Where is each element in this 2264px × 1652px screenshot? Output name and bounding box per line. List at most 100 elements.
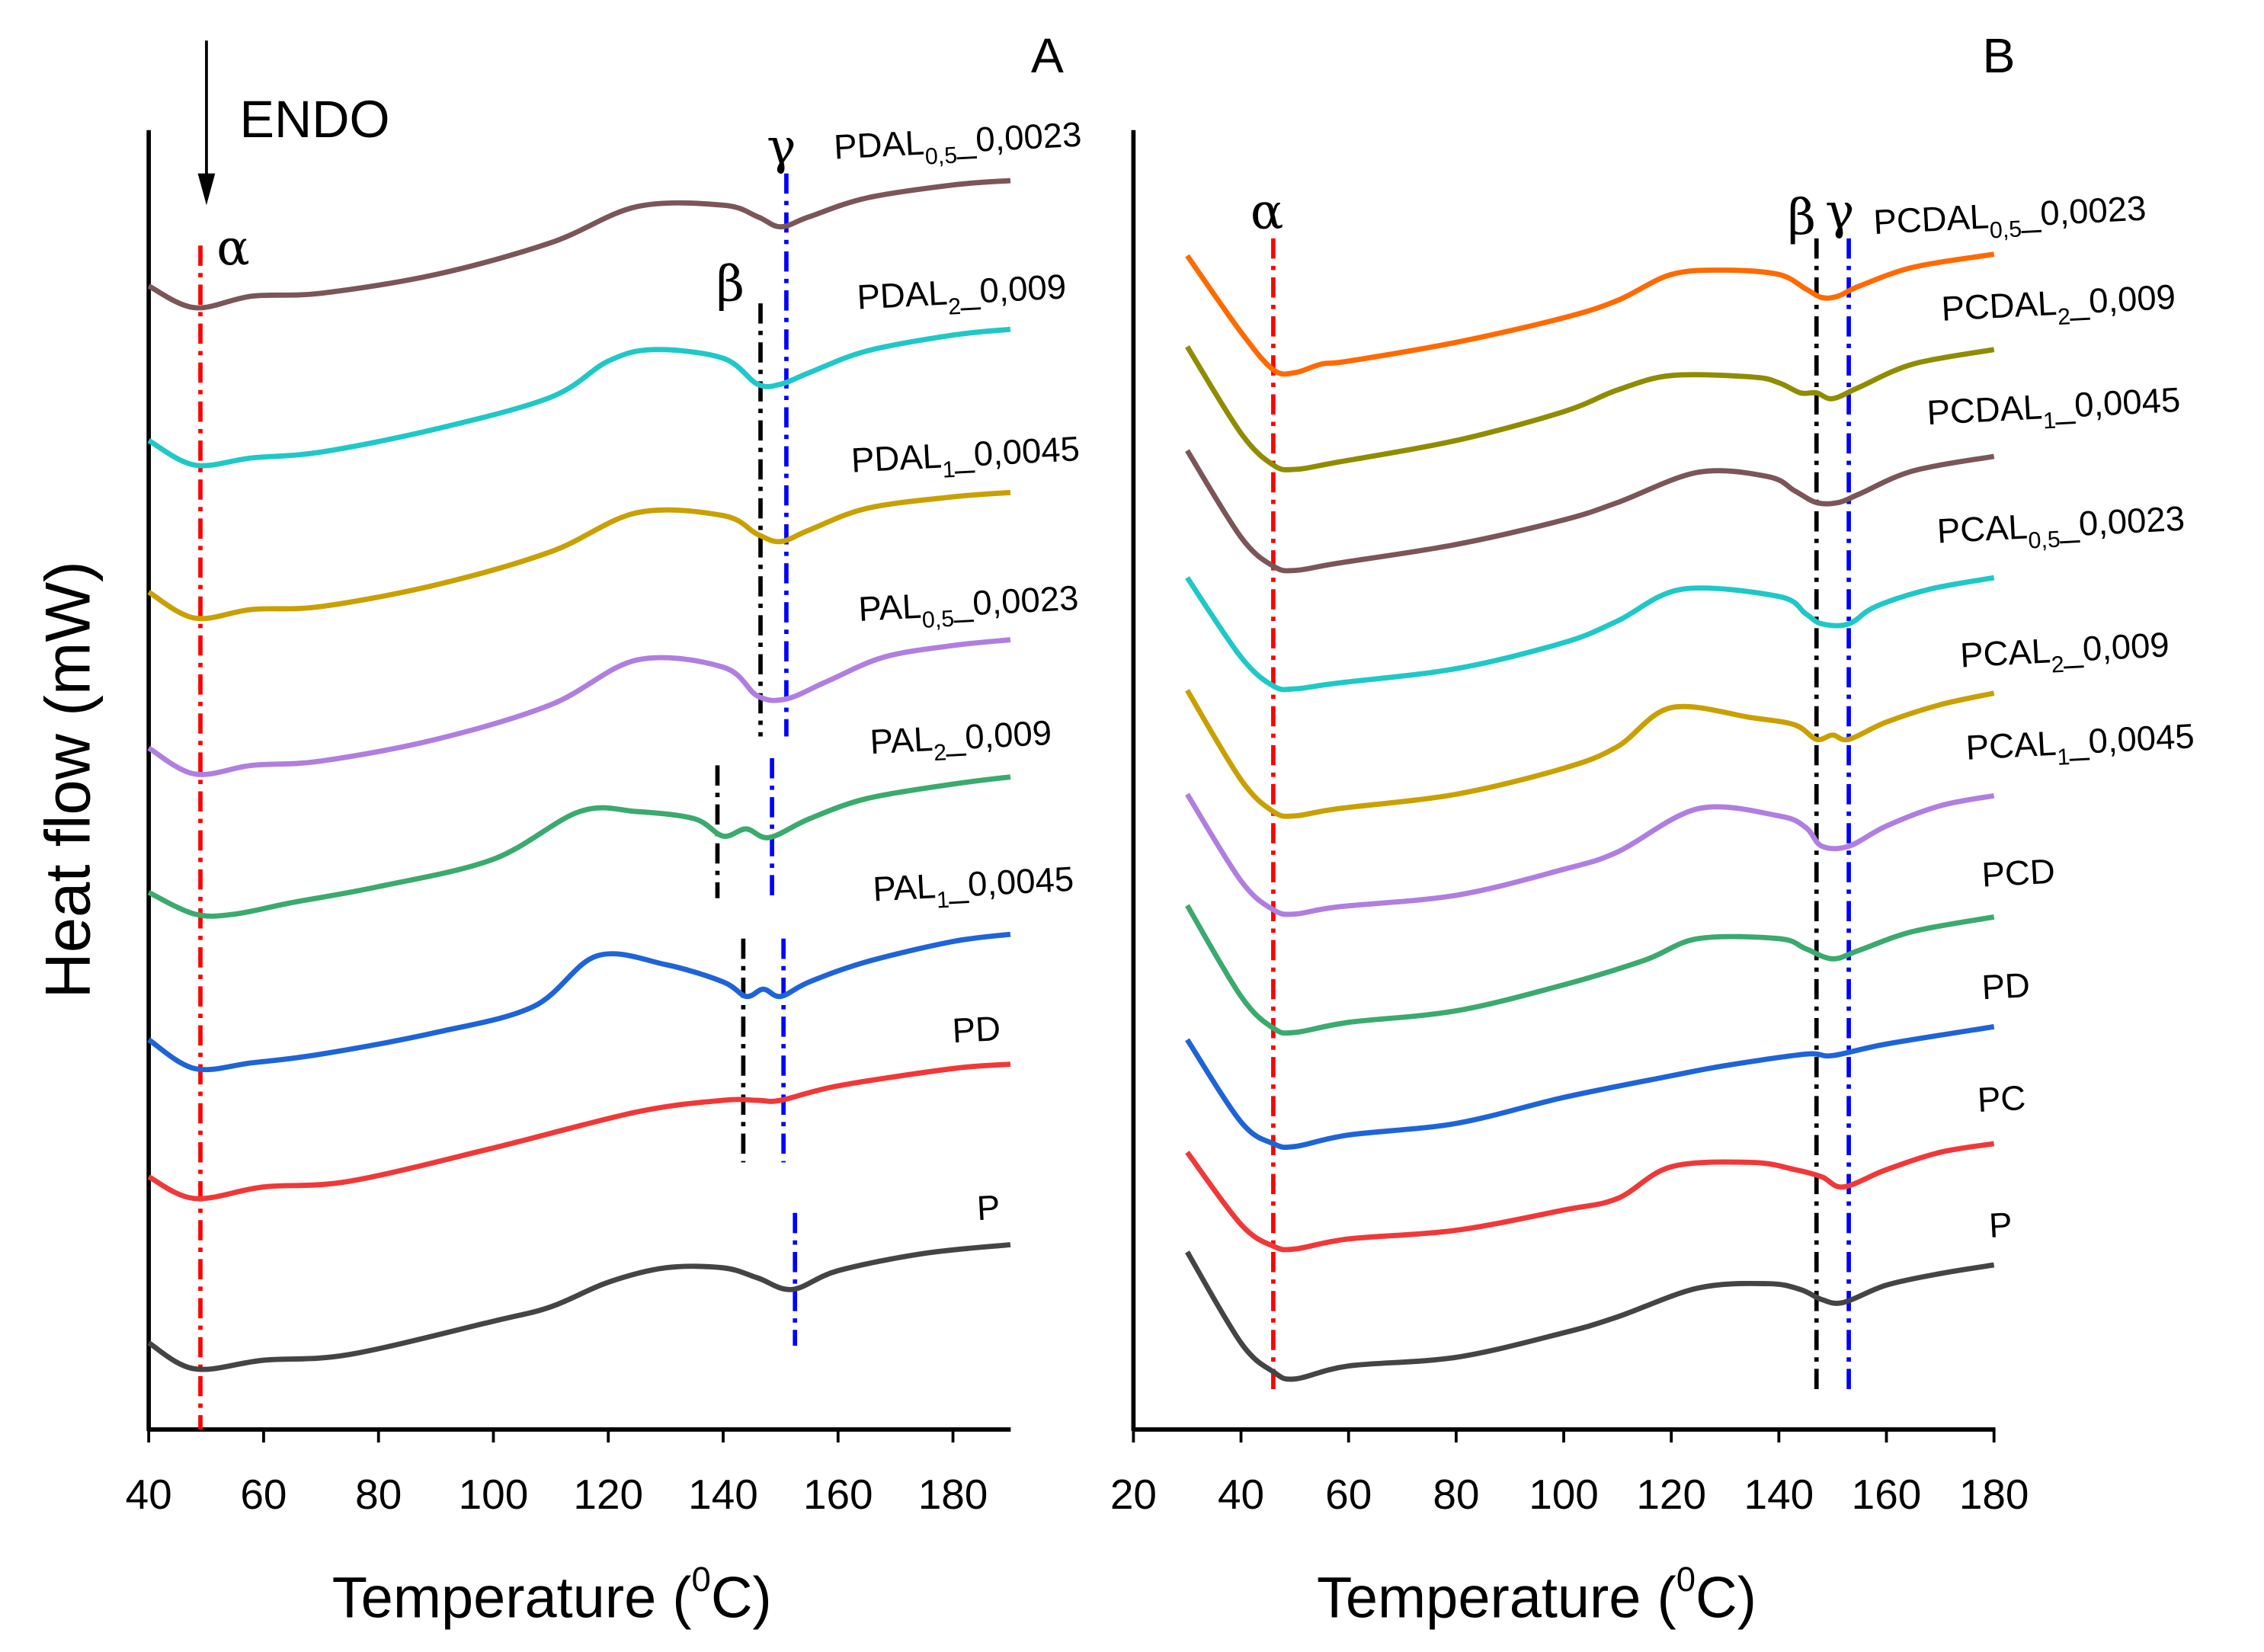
- series-label-concentration: _0,0045: [953, 429, 1081, 475]
- series-label-b-3: PCAL0,5_0,0023: [1936, 499, 2186, 559]
- x-tick-label: 80: [355, 1471, 402, 1518]
- series-line-b-8: [1185, 1141, 1995, 1253]
- series-line-b-3: [1185, 575, 1995, 693]
- series-label-a-7: P: [976, 1188, 1001, 1228]
- series-line-b-1: [1185, 345, 1995, 472]
- series-label-a-0: PDAL0,5_0,0023: [833, 115, 1083, 174]
- x-title-a-text: Temperature (: [332, 1565, 692, 1630]
- series-label-name: PDAL: [833, 123, 925, 166]
- series-line-a-2: [147, 489, 1011, 622]
- x-axis-title-b: Temperature (0C): [1317, 1560, 1756, 1630]
- gamma-label-a: γ: [767, 118, 796, 175]
- series-line-b-7: [1185, 1024, 1995, 1151]
- series-label-subscript: 2: [947, 294, 962, 320]
- x-tick-label: 100: [1529, 1471, 1599, 1518]
- series-label-concentration: _0,0023: [2057, 499, 2186, 545]
- x-tick-label: 20: [1110, 1471, 1157, 1518]
- series-label-name: PDAL: [856, 274, 948, 317]
- x-tick-label: 100: [459, 1471, 529, 1518]
- series-label-subscript: 0,5: [921, 607, 955, 633]
- series-label-concentration: _0,0045: [2067, 716, 2195, 762]
- series-label-subscript: 2: [2057, 304, 2071, 330]
- x-tick-label: 40: [126, 1471, 172, 1518]
- endo-label: ENDO: [240, 91, 390, 149]
- x-tick-label: 140: [1744, 1471, 1814, 1518]
- x-tick-label: 160: [803, 1471, 873, 1518]
- x-tick-label: 120: [1636, 1471, 1706, 1518]
- series-line-b-0: [1185, 251, 1995, 377]
- series-label-name: PCDAL: [1926, 387, 2043, 432]
- series-label-name: PC: [1977, 1078, 2027, 1119]
- series-label-b-7: PD: [1981, 965, 2031, 1007]
- series-label-b-8: PC: [1977, 1078, 2027, 1119]
- x-tick-label: 40: [1218, 1471, 1264, 1518]
- series-label-concentration: _0,0045: [2054, 380, 2182, 426]
- series-label-name: PAL: [869, 719, 933, 761]
- x-tick-label: 120: [573, 1471, 643, 1518]
- x-tick-label: 180: [918, 1471, 988, 1518]
- series-label-name: PCAL: [1936, 507, 2029, 550]
- series-label-b-2: PCDAL1_0,0045: [1926, 380, 2182, 440]
- x-title-a-end: C): [711, 1565, 772, 1630]
- series-label-subscript: 1: [936, 888, 950, 914]
- series-line-a-7: [147, 1242, 1011, 1372]
- series-label-a-1: PDAL2_0,009: [856, 267, 1068, 325]
- series-label-concentration: _0,0023: [952, 578, 1080, 624]
- series-label-a-5: PAL1_0,0045: [872, 860, 1075, 917]
- alpha-label-a: α: [216, 219, 250, 277]
- series-line-a-4: [147, 774, 1011, 919]
- series-label-b-0: PCDAL0,5_0,0023: [1872, 188, 2147, 249]
- series-label-b-1: PCDAL2_0,009: [1940, 277, 2176, 336]
- series-label-subscript: 2: [933, 740, 947, 766]
- series-label-name: PDAL: [850, 437, 943, 480]
- series-label-subscript: 0,5: [2028, 527, 2061, 553]
- series-label-subscript: 2: [2051, 652, 2065, 678]
- series-label-name: PCD: [1981, 852, 2056, 895]
- series-label-a-6: PD: [951, 1009, 1001, 1050]
- x-tick-label: 60: [240, 1471, 287, 1518]
- series-label-a-4: PAL2_0,009: [869, 713, 1052, 770]
- x-tick-label: 180: [1959, 1471, 2029, 1518]
- x-title-b-sup: 0: [1676, 1560, 1696, 1599]
- panel-label-b: B: [1983, 28, 2016, 83]
- series-label-name: PCAL: [1965, 724, 2057, 767]
- series-label-name: PD: [951, 1009, 1001, 1050]
- series-label-name: PCAL: [1959, 631, 2051, 674]
- series-label-subscript: 1: [2042, 408, 2057, 434]
- series-label-b-6: PCD: [1981, 852, 2056, 895]
- series-line-b-5: [1185, 792, 1995, 917]
- series-label-a-2: PDAL1_0,0045: [850, 429, 1081, 488]
- y-axis-title: Heat flow (mW): [32, 561, 103, 998]
- beta-label-b: β: [1788, 189, 1816, 246]
- series-label-concentration: _0,009: [2061, 625, 2170, 669]
- series-label-a-3: PAL0,5_0,0023: [857, 578, 1080, 636]
- series-line-a-3: [147, 637, 1011, 777]
- series-line-b-2: [1185, 449, 1995, 574]
- series-line-b-9: [1185, 1250, 1995, 1382]
- series-label-name: PAL: [857, 587, 922, 629]
- series-label-concentration: _0,0045: [946, 860, 1074, 905]
- series-label-name: PAL: [872, 866, 937, 908]
- series-label-concentration: _0,0023: [2019, 188, 2147, 234]
- series-label-subscript: 0,5: [1989, 216, 2022, 243]
- series-line-a-0: [147, 178, 1011, 311]
- x-title-b-end: C): [1696, 1565, 1756, 1630]
- endo-arrowhead-icon: [197, 173, 216, 206]
- series-line-a-6: [147, 1061, 1011, 1202]
- series-line-b-4: [1185, 689, 1995, 819]
- series-line-b-6: [1185, 904, 1995, 1036]
- series-label-name: P: [976, 1188, 1001, 1228]
- series-label-b-5: PCAL1_0,0045: [1965, 716, 2196, 775]
- series-label-concentration: _0,009: [2068, 277, 2177, 322]
- series-line-a-5: [147, 931, 1011, 1073]
- series-label-subscript: 1: [2057, 744, 2071, 770]
- series-label-name: PCDAL: [1940, 283, 2057, 328]
- series-label-concentration: _0,0023: [955, 115, 1083, 161]
- series-label-b-9: P: [1988, 1205, 2013, 1245]
- series-label-concentration: _0,009: [959, 267, 1068, 311]
- x-tick-label: 160: [1852, 1471, 1922, 1518]
- gamma-label-b: γ: [1825, 184, 1855, 241]
- panel-label-a: A: [1031, 28, 1064, 83]
- x-tick-label: 80: [1433, 1471, 1479, 1518]
